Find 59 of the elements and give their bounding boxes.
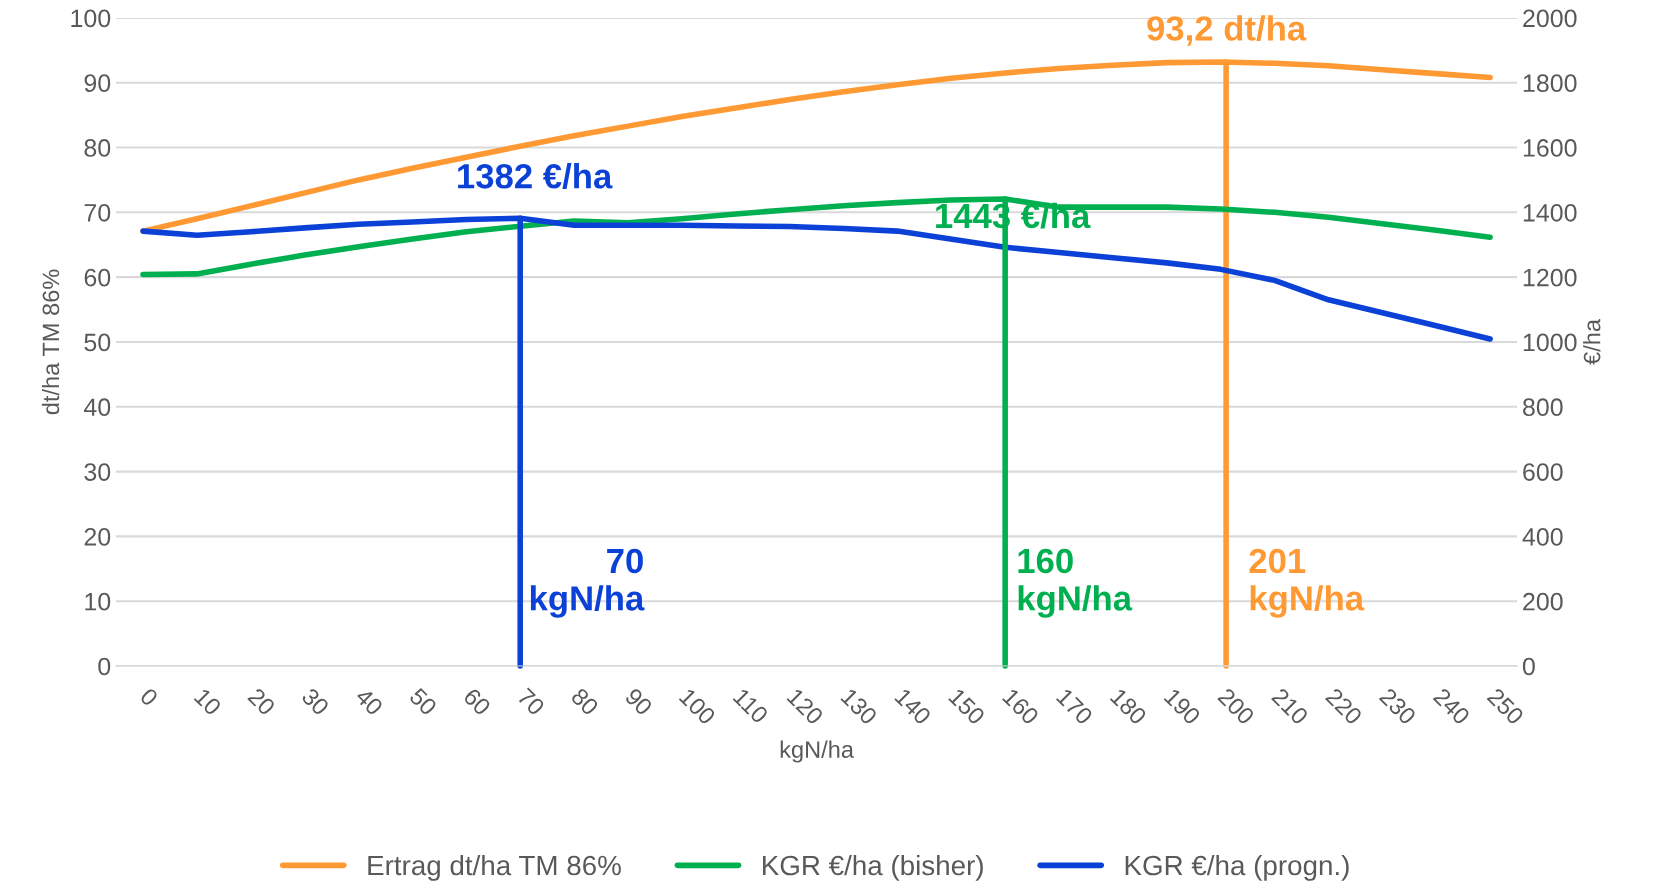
y-tick-label: 40 — [83, 398, 111, 417]
annotation: 93,2 dt/ha — [1147, 15, 1307, 46]
y-tick-label: 0 — [98, 657, 111, 676]
y-tick-label: 30 — [84, 463, 111, 481]
annotation: 160 kgN/ha — [1018, 548, 1133, 618]
y2-tick-label: 400 — [1522, 528, 1563, 546]
x-tick-label: 110 — [732, 687, 770, 725]
x-tick-label: 230 — [1378, 687, 1417, 726]
y-tick-label: 50 — [84, 333, 111, 352]
y-tick-label: 70 — [84, 203, 111, 222]
y-tick-label: 20 — [84, 528, 111, 546]
y2-tick-label: 1000 — [1523, 333, 1577, 352]
x-tick-label: 250 — [1486, 687, 1525, 726]
x-tick-label: 120 — [786, 687, 825, 726]
legend-label: KGR €/ha (progn.) — [1125, 854, 1349, 881]
y2-tick-label: 2000 — [1523, 9, 1577, 28]
x-tick-label: 140 — [894, 687, 932, 726]
x-tick-label: 60 — [462, 687, 492, 717]
y2-tick-label: 1400 — [1523, 203, 1577, 222]
x-tick-label: 170 — [1055, 687, 1094, 726]
x-tick-label: 30 — [300, 687, 330, 717]
y2-tick-label: 600 — [1523, 463, 1563, 481]
y-tick-label: 90 — [84, 74, 111, 92]
x-tick-label: 210 — [1270, 687, 1310, 726]
x-tick-label: 180 — [1109, 687, 1148, 726]
x-tick-label: 130 — [840, 687, 879, 726]
legend-label: Ertrag dt/ha TM 86% — [368, 854, 621, 881]
y-axis-title: dt/ha TM 86% — [41, 269, 60, 415]
x-axis-title: kgN/ha — [780, 740, 854, 763]
y2-tick-label: 1600 — [1523, 139, 1577, 157]
y2-tick-label: 1200 — [1523, 268, 1577, 287]
annotation: 1382 €/ha — [458, 163, 613, 189]
x-tick-label: 160 — [1001, 687, 1040, 726]
x-tick-label: 40 — [354, 686, 384, 717]
annotation: 70 kgN/ha — [530, 548, 645, 618]
x-tick-label: 50 — [408, 687, 438, 717]
x-tick-label: 0 — [139, 687, 159, 707]
y-tick-label: 80 — [84, 139, 111, 157]
legend-label: KGR €/ha (bisher) — [763, 854, 983, 881]
annotation: 201 kgN/ha — [1249, 548, 1365, 618]
y2-tick-label: 1800 — [1523, 74, 1577, 92]
y2-tick-label: 0 — [1522, 657, 1535, 676]
x-tick-label: 10 — [193, 687, 223, 717]
x-tick-label: 240 — [1432, 687, 1471, 726]
x-tick-label: 190 — [1163, 687, 1202, 726]
y2-tick-label: 800 — [1523, 398, 1563, 417]
x-tick-label: 200 — [1217, 687, 1256, 726]
x-tick-label: 90 — [624, 687, 654, 717]
x-tick-label: 70 — [516, 687, 546, 717]
x-tick-label: 20 — [247, 687, 277, 717]
y-tick-label: 60 — [84, 268, 111, 287]
x-tick-label: 100 — [678, 687, 717, 726]
x-tick-label: 220 — [1324, 687, 1364, 726]
y2-axis-title: €/ha — [1583, 318, 1601, 365]
y-tick-label: 100 — [71, 9, 111, 28]
x-tick-label: 150 — [948, 687, 986, 726]
x-tick-label: 80 — [570, 687, 600, 717]
y-tick-label: 10 — [85, 592, 111, 611]
y2-tick-label: 200 — [1523, 592, 1563, 611]
